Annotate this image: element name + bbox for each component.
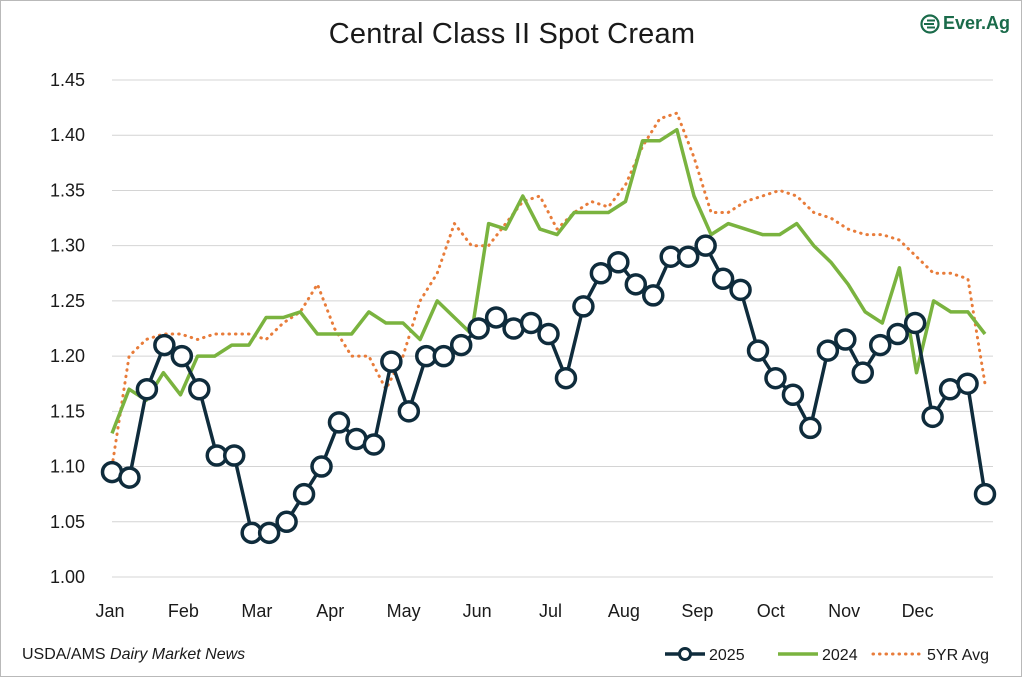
data-point bbox=[764, 366, 787, 390]
data-point bbox=[572, 295, 595, 318]
legend: 2025 2024 5YR Avg bbox=[665, 647, 989, 664]
x-axis-tick-labels: Jan Feb Mar Apr May Jun Jul Aug Sep Oct Nov Dec bbox=[95, 601, 933, 621]
series-group bbox=[100, 111, 997, 545]
series-2025 bbox=[100, 234, 997, 545]
data-point bbox=[362, 433, 386, 456]
data-point bbox=[327, 411, 351, 434]
x-tick-label: Jun bbox=[463, 601, 492, 621]
data-point bbox=[118, 466, 141, 489]
data-point bbox=[816, 339, 840, 362]
brand-logo-text: Ever.Ag bbox=[942, 13, 1010, 33]
data-point bbox=[607, 250, 630, 274]
series-line bbox=[110, 127, 987, 435]
x-tick-label: Aug bbox=[608, 601, 640, 621]
legend-label: 2025 bbox=[709, 647, 745, 664]
legend-label: 2024 bbox=[822, 647, 858, 664]
source-publication: Dairy Market News bbox=[110, 646, 246, 663]
data-point bbox=[135, 377, 159, 401]
legend-item-2024: 2024 bbox=[778, 647, 858, 664]
brand-logo: Ever.Ag bbox=[920, 13, 1010, 34]
data-point bbox=[711, 267, 735, 291]
data-point bbox=[729, 278, 752, 302]
y-tick-label: 1.00 bbox=[50, 567, 85, 587]
x-tick-label: May bbox=[387, 601, 421, 621]
data-point bbox=[973, 482, 997, 506]
data-point bbox=[519, 311, 543, 335]
y-tick-label: 1.45 bbox=[50, 70, 85, 90]
x-tick-label: Jan bbox=[95, 601, 124, 621]
series-5yr-avg bbox=[110, 111, 987, 469]
data-point bbox=[310, 455, 333, 478]
data-point bbox=[903, 311, 927, 335]
data-point bbox=[868, 333, 892, 357]
y-tick-label: 1.30 bbox=[50, 236, 85, 256]
data-point bbox=[275, 510, 298, 534]
data-point bbox=[380, 350, 403, 373]
data-point bbox=[257, 521, 281, 545]
y-tick-label: 1.25 bbox=[50, 291, 85, 311]
y-tick-label: 1.15 bbox=[50, 401, 85, 421]
data-point bbox=[694, 234, 717, 257]
series-line bbox=[111, 243, 987, 535]
source-note: USDA/AMS Dairy Market News bbox=[22, 646, 245, 664]
data-point bbox=[188, 377, 211, 401]
x-tick-label: Feb bbox=[168, 601, 199, 621]
data-point bbox=[956, 372, 979, 395]
source-prefix: USDA/AMS bbox=[22, 646, 111, 663]
data-point bbox=[432, 344, 455, 368]
legend-item-5yr-avg: 5YR Avg bbox=[871, 647, 989, 664]
data-point bbox=[537, 322, 560, 346]
data-point bbox=[170, 344, 194, 368]
y-tick-label: 1.35 bbox=[50, 180, 85, 200]
data-point bbox=[886, 322, 909, 346]
y-tick-label: 1.20 bbox=[50, 346, 85, 366]
data-point bbox=[624, 273, 648, 296]
data-point bbox=[799, 416, 822, 440]
data-point bbox=[397, 400, 421, 423]
data-point bbox=[554, 366, 578, 390]
data-point bbox=[449, 333, 473, 357]
x-tick-label: Nov bbox=[828, 601, 860, 621]
x-tick-label: Oct bbox=[757, 601, 785, 621]
data-point bbox=[484, 306, 508, 329]
data-point bbox=[676, 245, 700, 268]
data-point bbox=[292, 482, 316, 506]
data-point bbox=[222, 444, 246, 467]
legend-item-2025: 2025 bbox=[665, 647, 745, 664]
series-line bbox=[110, 111, 987, 469]
chart-title: Central Class II Spot Cream bbox=[328, 18, 696, 50]
legend-label: 5YR Avg bbox=[927, 647, 989, 664]
y-tick-label: 1.05 bbox=[50, 512, 85, 532]
x-tick-label: Apr bbox=[316, 601, 344, 621]
x-tick-label: Dec bbox=[902, 601, 934, 621]
ever-ag-logo-icon bbox=[920, 13, 940, 34]
data-point bbox=[746, 339, 770, 362]
y-tick-label: 1.40 bbox=[50, 125, 85, 145]
data-point bbox=[467, 317, 490, 340]
data-point bbox=[153, 333, 176, 357]
data-point bbox=[834, 328, 857, 351]
x-tick-label: Jul bbox=[539, 601, 562, 621]
x-tick-label: Mar bbox=[241, 601, 272, 621]
data-point bbox=[921, 405, 944, 429]
data-point bbox=[642, 284, 665, 307]
y-tick-label: 1.10 bbox=[50, 457, 85, 477]
gridlines bbox=[112, 79, 993, 578]
series-2024 bbox=[110, 127, 987, 435]
data-point bbox=[781, 383, 805, 407]
y-axis-tick-labels: 1.00 1.05 1.10 1.15 1.20 1.25 1.30 1.35 1.40 1.45 bbox=[50, 70, 85, 587]
legend-marker bbox=[678, 647, 692, 661]
x-tick-label: Sep bbox=[681, 601, 713, 621]
data-point bbox=[589, 262, 613, 285]
data-point bbox=[851, 361, 875, 384]
